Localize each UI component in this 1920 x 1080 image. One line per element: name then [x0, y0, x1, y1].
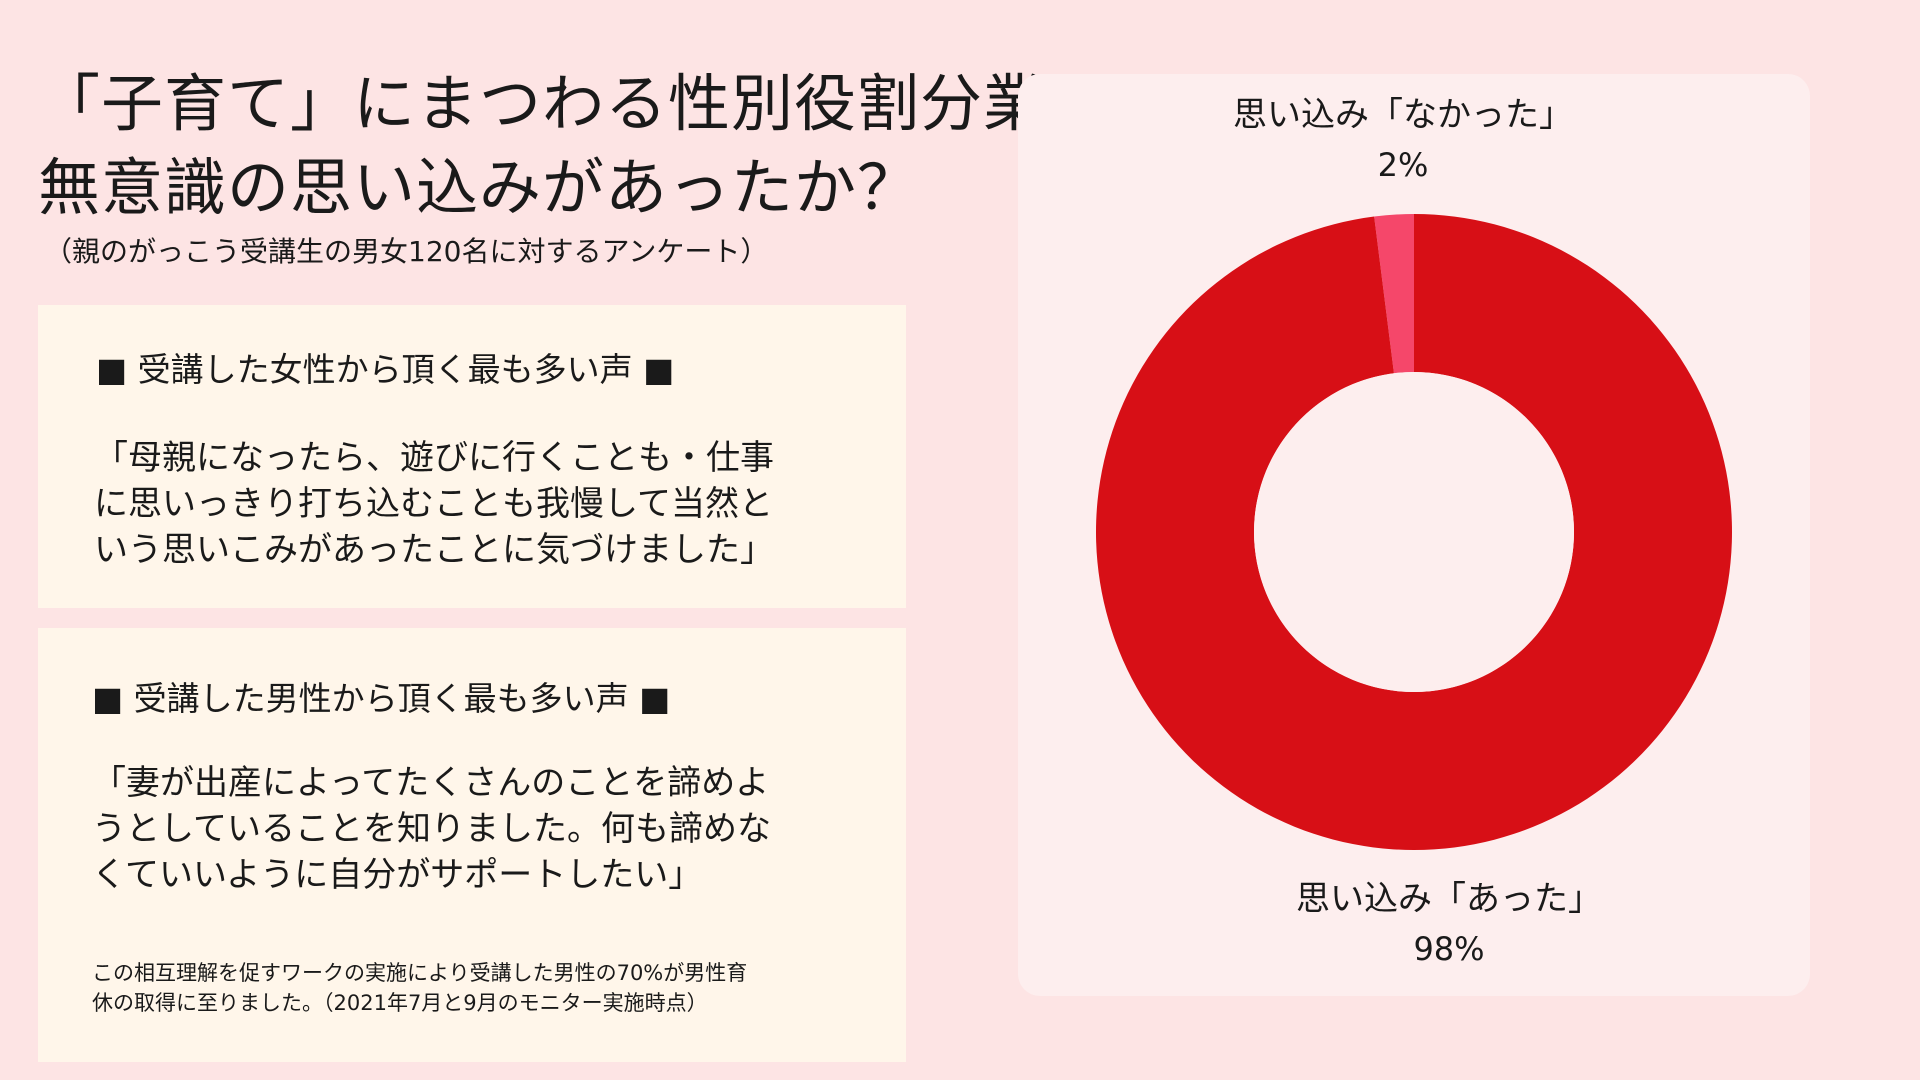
title-line: 「子育て」にまつわる性別役割分業の: [38, 67, 1110, 140]
donut-chart: [1096, 214, 1732, 850]
male-voice-card: ■ 受講した男性から頂く最も多い声 ■ 「妻が出産によってたくさんのことを諦めよ…: [38, 628, 906, 1062]
female-voice-card: ■ 受講した女性から頂く最も多い声 ■ 「母親になったら、遊びに行くことも・仕事…: [38, 305, 906, 608]
chart-label-yes: 思い込み「あった」 98%: [1214, 874, 1684, 974]
quote-line: 「母親になったら、遊びに行くことも・仕事: [94, 438, 774, 478]
page-subtitle: （親のがっこう受講生の男女120名に対するアンケート）: [44, 235, 769, 268]
quote-line: いう思いこみがあったことに気づけました」: [94, 530, 774, 570]
quote-line: くていいように自分がサポートしたい」: [92, 855, 703, 895]
card-heading: ■ 受講した女性から頂く最も多い声 ■: [96, 350, 675, 389]
donut-hole: [1254, 372, 1574, 692]
donut-slice-0: [1374, 214, 1414, 374]
value-label: 98%: [1413, 930, 1485, 968]
value-label: 2%: [1377, 146, 1429, 184]
footnote-line: 休の取得に至りました。（2021年7月と9月のモニター実施時点）: [92, 991, 708, 1015]
chart-label-none: 思い込み「なかった」 2%: [1168, 90, 1638, 190]
quote-text: 「母親になったら、遊びに行くことも・仕事 に思いっきり打ち込むことも我慢して当然…: [94, 435, 774, 573]
page-title: 「子育て」にまつわる性別役割分業の 無意識の思い込みがあったか？: [38, 62, 1110, 230]
footnote-line: この相互理解を促すワークの実施により受講した男性の70%が男性育: [92, 961, 748, 985]
category-label: 思い込み「あった」: [1296, 879, 1602, 919]
quote-line: うとしていることを知りました。何も諦めな: [92, 809, 771, 849]
title-line: 無意識の思い込みがあったか？: [38, 151, 921, 224]
card-heading: ■ 受講した男性から頂く最も多い声 ■: [92, 679, 671, 718]
donut-slice-1: [1096, 214, 1732, 850]
quote-line: 「妻が出産によってたくさんのことを諦めよ: [92, 763, 770, 803]
donut-chart-panel: 思い込み「なかった」 2% 思い込み「あった」 98%: [1018, 74, 1810, 996]
category-label: 思い込み「なかった」: [1233, 95, 1573, 135]
quote-line: に思いっきり打ち込むことも我慢して当然と: [94, 484, 773, 524]
footnote: この相互理解を促すワークの実施により受講した男性の70%が男性育 休の取得に至り…: [92, 958, 747, 1018]
quote-text: 「妻が出産によってたくさんのことを諦めよ うとしていることを知りました。何も諦め…: [92, 760, 771, 898]
